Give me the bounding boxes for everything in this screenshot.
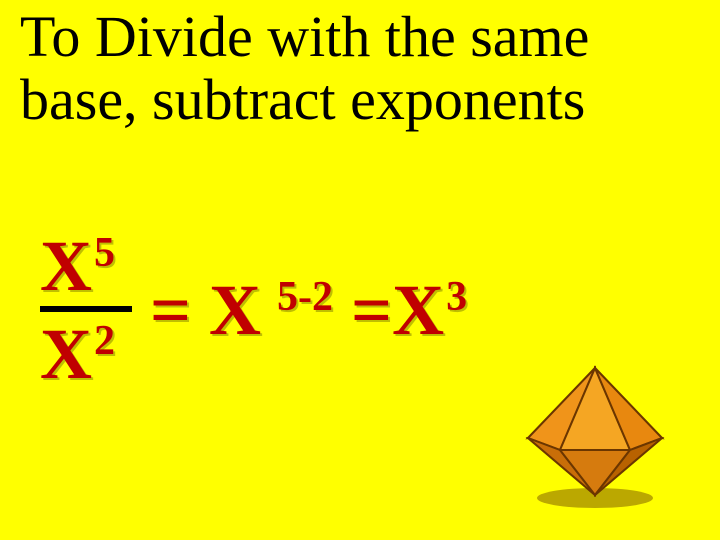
middle-term: X 5-2 <box>209 274 333 346</box>
slide: To Divide with the same base, subtract e… <box>0 0 720 540</box>
numerator: X 5 <box>40 230 115 302</box>
middle-base: X <box>209 274 261 346</box>
octahedron-icon <box>510 360 680 510</box>
denominator: X 2 <box>40 318 115 390</box>
equation: X 5 X 2 = X 5-2 = X 3 <box>40 230 467 390</box>
equals-2: = <box>351 274 392 346</box>
result-term: = X 3 <box>351 274 467 346</box>
numerator-exponent: 5 <box>94 230 115 274</box>
slide-title: To Divide with the same base, subtract e… <box>20 6 700 131</box>
denominator-base: X <box>40 318 92 390</box>
result-exponent: 3 <box>446 274 467 318</box>
denominator-exponent: 2 <box>94 318 115 362</box>
middle-exponent: 5-2 <box>277 274 333 318</box>
fraction: X 5 X 2 <box>40 230 132 390</box>
numerator-base: X <box>40 230 92 302</box>
equals-1: = <box>150 269 191 352</box>
result-base: X <box>392 274 444 346</box>
fraction-line <box>40 306 132 312</box>
